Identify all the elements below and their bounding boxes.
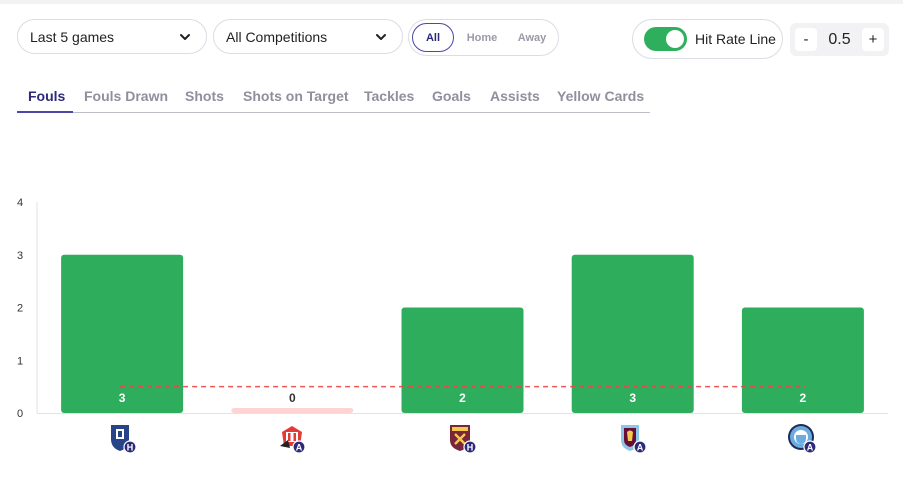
games-dropdown-label: Last 5 games [30, 28, 115, 45]
bar-value-label: 0 [289, 391, 296, 405]
toggle-knob [666, 30, 684, 48]
west-ham-crest-icon: H [450, 425, 477, 454]
everton-crest-icon: H [111, 425, 137, 454]
y-tick-label: 0 [17, 408, 23, 420]
bar-value-label: 3 [629, 391, 636, 405]
hit-rate-stepper: - 0.5 + [790, 23, 889, 56]
decrement-button[interactable]: - [795, 28, 817, 51]
hit-rate-value: 0.5 [828, 30, 851, 48]
away-badge: A [637, 443, 644, 453]
bar-2 [231, 408, 354, 413]
stat-tabs: Fouls Fouls Drawn Shots Shots on Target … [17, 80, 650, 113]
tab-shots-on-target[interactable]: Shots on Target [243, 88, 349, 104]
bar-value-label: 2 [800, 391, 807, 405]
away-badge: A [807, 443, 814, 453]
home-badge: H [127, 443, 134, 453]
venue-all-button[interactable]: All [412, 23, 454, 52]
tab-shots[interactable]: Shots [185, 88, 224, 104]
hit-rate-line-label: Hit Rate Line [695, 31, 776, 47]
home-badge: H [467, 443, 474, 453]
active-tab-underline [17, 111, 73, 113]
tab-goals[interactable]: Goals [432, 88, 471, 104]
competitions-dropdown[interactable]: All Competitions [213, 19, 403, 54]
away-badge: A [296, 443, 303, 453]
tab-yellow-cards[interactable]: Yellow Cards [557, 88, 645, 104]
hit-rate-line-toggle-box: Hit Rate Line [632, 19, 783, 59]
venue-filter: All Home Away [408, 19, 559, 56]
increment-button[interactable]: + [862, 28, 884, 51]
tab-tackles[interactable]: Tackles [364, 88, 415, 104]
bar-value-label: 2 [459, 391, 466, 405]
y-tick-label: 4 [17, 197, 23, 209]
sunderland-crest-icon: A [280, 426, 306, 454]
tab-fouls[interactable]: Fouls [28, 88, 66, 104]
bar-1 [61, 254, 184, 413]
chevron-down-icon [376, 33, 386, 40]
chevron-down-icon [180, 33, 190, 40]
top-divider [0, 0, 903, 4]
venue-home-button[interactable]: Home [466, 31, 498, 44]
y-tick-label: 1 [17, 355, 23, 367]
manchester-city-crest-icon: A [788, 424, 817, 454]
tab-assists[interactable]: Assists [490, 88, 540, 104]
y-tick-label: 3 [17, 250, 23, 262]
y-tick-label: 2 [17, 303, 23, 315]
aston-villa-crest-icon: A [621, 425, 647, 454]
bar-4 [571, 254, 694, 413]
tab-fouls-drawn[interactable]: Fouls Drawn [84, 88, 169, 104]
bar-value-label: 3 [119, 391, 126, 405]
hit-rate-line-toggle[interactable] [644, 27, 687, 51]
competitions-dropdown-label: All Competitions [226, 28, 328, 45]
games-dropdown[interactable]: Last 5 games [17, 19, 207, 54]
fouls-bar-chart: 0 1 2 3 4 3 0 2 3 2 [17, 197, 888, 420]
venue-away-button[interactable]: Away [517, 31, 547, 44]
